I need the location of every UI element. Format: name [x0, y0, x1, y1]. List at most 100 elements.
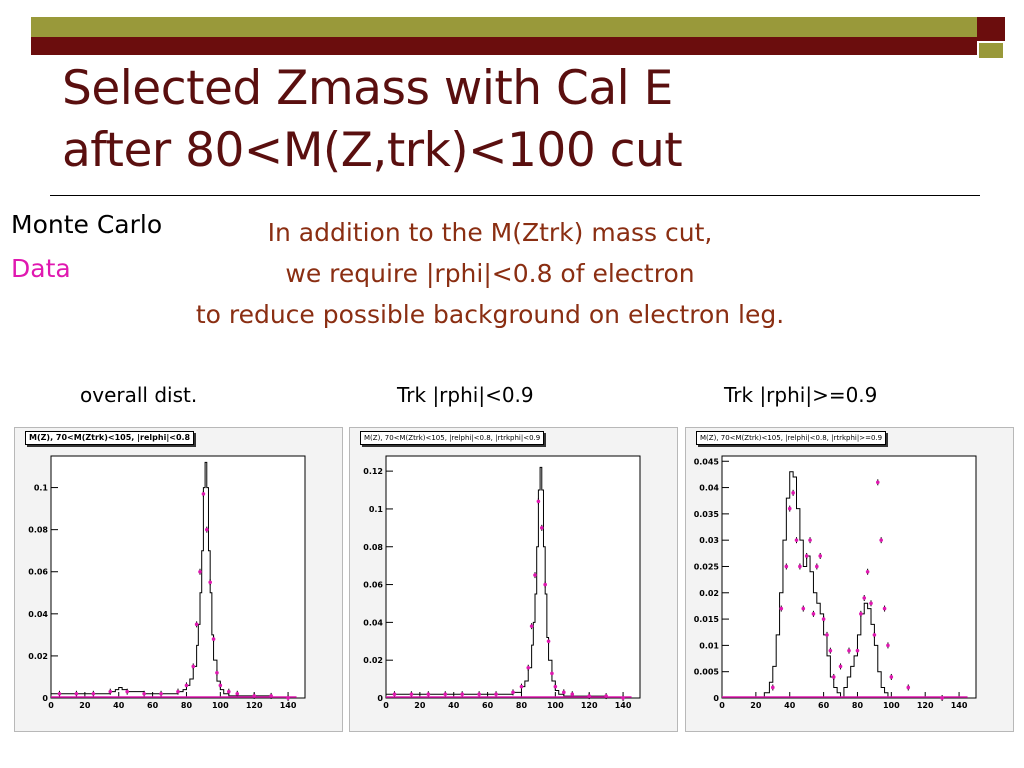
data-point [838, 664, 843, 669]
y-tick-label: 0.08 [363, 543, 383, 552]
data-point [570, 692, 575, 697]
data-point [194, 622, 199, 627]
y-tick-label: 0.04 [363, 618, 383, 627]
data-point [460, 692, 464, 697]
data-point [91, 691, 96, 696]
data-point [543, 582, 547, 587]
histogram-title: M(Z), 70<M(Ztrk)<105, |relphi|<0.8, |rtr… [696, 431, 887, 445]
y-tick-label: 0.1 [34, 484, 49, 493]
data-point [546, 639, 551, 644]
data-point [409, 692, 414, 697]
data-point [779, 606, 784, 611]
y-tick-label: 0.12 [363, 467, 383, 476]
histogram-trk-lt: 0 20 40 60 80 100 120 140 0 0.02 0.04 0.06 0.08 0.1 0.… [363, 455, 641, 710]
slide-title-line1: Selected Zmass with Cal E [62, 61, 673, 116]
chart-panel-overall: 0 20 40 60 80 100 120 140 0 0.02 0.04 0.06 0.08 0.1 M… [14, 427, 343, 732]
y-tick-label: 0 [377, 694, 383, 703]
y-tick-label: 0.06 [363, 581, 383, 590]
data-point [869, 601, 873, 606]
data-point [815, 564, 819, 569]
data-point [562, 690, 566, 695]
data-point [865, 569, 870, 574]
data-point [828, 648, 833, 653]
data-point [794, 538, 799, 542]
data-point [818, 554, 823, 558]
data-point [215, 670, 219, 675]
data-point [787, 506, 792, 511]
data-point [879, 538, 883, 542]
y-tick-label: 0.015 [694, 615, 720, 624]
data-point [553, 684, 558, 689]
legend-monte-carlo: Monte Carlo [11, 210, 163, 239]
y-tick-label: 0.025 [694, 562, 720, 571]
header-square-red [977, 17, 1005, 41]
header-bar-olive [31, 17, 977, 37]
histogram-title: M(Z), 70<M(Ztrk)<105, |relphi|<0.8 [25, 431, 195, 445]
data-point [855, 648, 860, 653]
data-point [804, 554, 809, 558]
y-tick-label: 0.08 [28, 526, 48, 535]
x-tick-label: 120 [917, 701, 934, 710]
data-point [211, 637, 216, 641]
y-tick-label: 0.02 [28, 652, 48, 661]
caption-trk-ge: Trk |rphi|>=0.9 [724, 383, 878, 407]
y-tick-label: 0.03 [699, 536, 719, 545]
histogram-overall: 0 20 40 60 80 100 120 140 0 0.02 0.04 0.06 0.08 0.1 [28, 455, 306, 710]
x-tick-label: 0 [383, 701, 389, 710]
y-tick-label: 0.04 [699, 484, 719, 493]
data-point [791, 491, 795, 495]
data-point [536, 499, 541, 504]
data-point [526, 665, 531, 670]
x-tick-label: 40 [784, 701, 796, 710]
data-point [125, 689, 129, 694]
data-point [57, 691, 62, 696]
header-bar-red [31, 37, 977, 55]
y-tick-label: 0 [713, 694, 719, 703]
plot-frame [385, 455, 641, 699]
x-tick-label: 120 [246, 701, 263, 710]
plot-frame [721, 455, 977, 699]
note-line-2: we require |rphi|<0.8 of electron [285, 259, 695, 288]
data-point [533, 573, 537, 577]
y-tick-label: 0.1 [369, 505, 384, 514]
data-point [859, 612, 863, 616]
note-line-3: to reduce possible background on electro… [195, 300, 785, 329]
x-tick-label: 20 [414, 701, 426, 710]
data-point [494, 692, 498, 697]
x-tick-label: 100 [883, 701, 900, 710]
note-line-1: In addition to the M(Ztrk) mass cut, [267, 218, 713, 247]
data-point [74, 691, 79, 696]
data-point [784, 564, 789, 569]
data-point [550, 671, 554, 676]
chart-panel-trk-lt: 0 20 40 60 80 100 120 140 0 0.02 0.04 0.06 0.08 0.1 0.… [349, 427, 678, 732]
data-point [801, 606, 806, 611]
y-tick-label: 0.045 [694, 457, 720, 466]
data-point [808, 538, 812, 542]
data-point [477, 692, 481, 697]
data-point [519, 684, 524, 689]
x-tick-label: 0 [719, 701, 725, 710]
data-point [204, 527, 209, 532]
data-point [886, 643, 890, 648]
data-point [392, 692, 397, 697]
data-point [889, 675, 894, 679]
data-point [771, 685, 775, 690]
data-point [529, 624, 534, 628]
data-point [539, 526, 544, 530]
data-point [176, 689, 180, 694]
data-point [108, 689, 113, 694]
y-tick-label: 0.01 [699, 641, 719, 650]
y-tick-label: 0.005 [694, 668, 720, 677]
header-square-olive [977, 41, 1005, 60]
x-tick-label: 100 [212, 701, 229, 710]
data-point [235, 691, 240, 696]
data-point [184, 683, 189, 688]
plot-frame [50, 455, 306, 699]
x-tick-label: 40 [448, 701, 460, 710]
y-tick-label: 0.02 [699, 589, 719, 598]
x-tick-label: 0 [48, 701, 54, 710]
data-point [443, 692, 448, 697]
chart-panel-trk-ge: 0 20 40 60 80 100 120 140 0 0.005 0.01 0.015 0.02 0.0… [685, 427, 1014, 732]
data-point [821, 617, 826, 621]
y-tick-label: 0.06 [28, 568, 48, 577]
